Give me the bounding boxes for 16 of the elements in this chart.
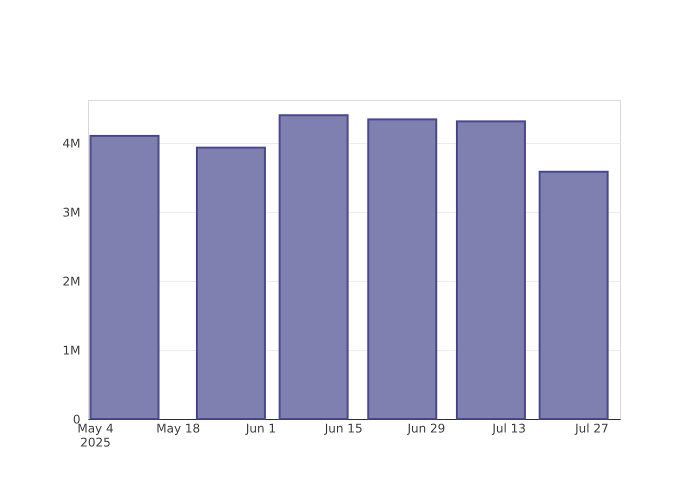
x-tick-label: Jun 15 (324, 422, 363, 436)
bar (367, 118, 438, 420)
bar (538, 170, 609, 420)
y-tick-label: 4M (62, 136, 80, 150)
y-tick-label: 1M (62, 343, 80, 358)
x-tick-label: Jul 27 (574, 422, 609, 436)
bar (196, 146, 266, 420)
bar (90, 134, 160, 420)
bar (456, 120, 526, 420)
y-tick-label: 2M (62, 274, 80, 288)
x-tick-label: Jun 1 (244, 422, 276, 436)
x-tick-label: Jun 29 (406, 422, 446, 436)
x-tick-label: May 18 (156, 422, 200, 436)
y-tick-label: 3M (62, 205, 80, 220)
bar (278, 114, 349, 420)
x-tick-label: Jul 13 (491, 422, 526, 436)
